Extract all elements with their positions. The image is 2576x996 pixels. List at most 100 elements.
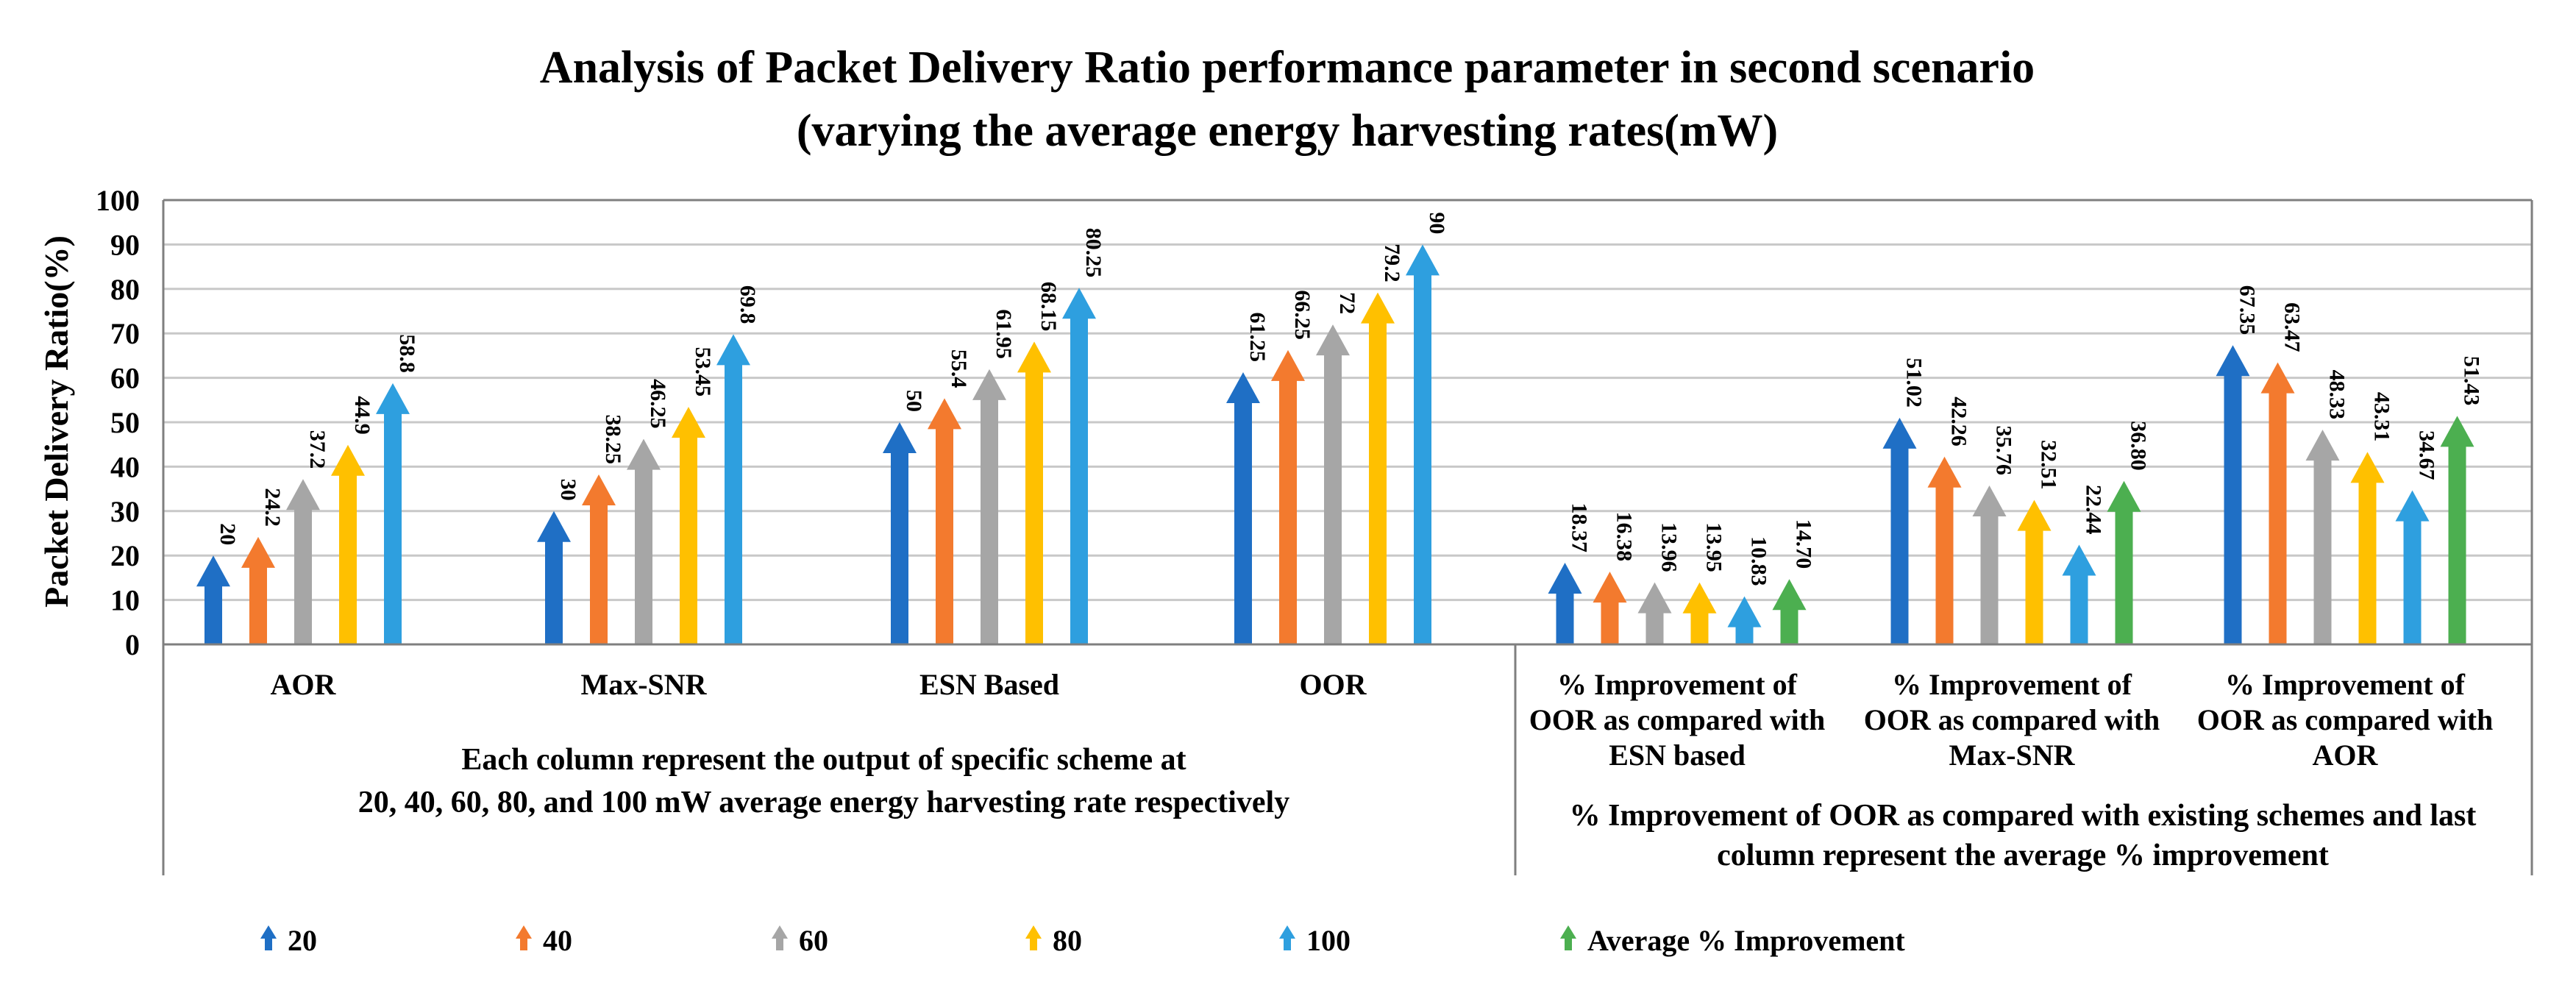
bar-arrow [627,438,661,644]
data-label: 69.8 [736,285,760,324]
bar-arrow [1637,582,1672,644]
data-label: 42.26 [1947,396,1971,447]
bar-arrow [286,479,320,644]
data-label: 36.80 [2127,421,2151,471]
legend-marker [1560,925,1576,950]
chart-title-line-1: Analysis of Packet Delivery Ratio perfor… [540,43,2035,93]
bar-arrow [972,369,1006,644]
data-label: 16.38 [1612,512,1637,562]
y-tick-label: 80 [110,273,140,306]
legend: 20 40 60 80 100 Average % Improvement [260,924,1905,957]
bar-arrow [582,474,616,644]
data-label: 13.96 [1657,522,1682,572]
data-label: 55.4 [947,349,971,388]
data-label: 44.9 [350,396,374,435]
bar-arrow [1017,341,1051,644]
bar-arrow [1682,582,1717,644]
bar-arrow [2260,362,2295,644]
bar-arrow [1226,372,1260,644]
section-note: 20, 40, 60, 80, and 100 mW average energ… [358,786,1289,819]
legend-label: Average % Improvement [1587,924,1905,957]
bar-arrow [672,407,705,644]
bar-arrow [2017,499,2052,644]
y-axis-ticks: 0 10 20 30 40 50 60 70 80 90 100 [96,184,140,661]
bar-arrow [1548,563,1582,644]
data-label: 66.25 [1290,290,1314,340]
data-label: 80.25 [1081,228,1106,278]
category-label: AOR [271,668,337,701]
data-label: 72 [1335,292,1359,314]
bar-arrow [1772,579,1807,644]
bar-arrow [1316,324,1350,644]
y-tick-label: 70 [110,317,140,350]
section-note: column represent the average % improveme… [1717,839,2329,872]
data-label: 51.02 [1902,358,1926,408]
category-label: OOR as compared with [1529,703,1826,736]
data-label: 34.67 [2415,430,2439,480]
data-label: 18.37 [1568,503,1592,553]
bar-arrow [883,422,917,644]
bar-arrow [1927,456,1962,644]
data-label: 37.2 [305,430,330,469]
data-label: 46.25 [646,379,670,429]
data-label: 67.35 [2235,285,2260,335]
legend-label: 80 [1053,924,1082,957]
data-label: 13.95 [1702,522,1726,572]
data-label: 20 [216,523,240,545]
data-label: 32.51 [2037,440,2061,490]
category-label: ESN Based [919,668,1059,701]
category-label: ESN based [1609,739,1746,772]
y-tick-label: 50 [110,406,140,439]
legend-marker [516,925,532,950]
data-label: 79.2 [1380,243,1404,282]
bar-arrow [2107,480,2141,644]
data-label: 53.45 [691,347,715,397]
category-label: % Improvement of [2225,668,2466,701]
section-note: % Improvement of OOR as compared with ex… [1570,799,2477,833]
legend-label: 20 [288,924,317,957]
bar-arrow [1972,485,2007,644]
category-label: Max-SNR [1949,739,2075,772]
bar-arrow [1361,292,1395,644]
data-label: 90 [1425,212,1449,234]
bar-arrow [2440,416,2474,644]
bar-arrow [241,536,275,644]
bar-arrow [1271,349,1305,644]
data-label: 68.15 [1036,282,1061,332]
bar-arrow [2305,430,2340,644]
data-label: 63.47 [2280,302,2305,352]
bar-arrow [2216,345,2250,644]
category-labels: AOR Max-SNR ESN Based OOR % Improvement of OO… [271,668,2494,772]
bar-arrow [1882,417,1917,644]
data-label: 30 [556,479,580,501]
legend-label: 100 [1306,924,1351,957]
data-label: 24.2 [260,488,285,527]
bar-arrow [1727,596,1762,644]
data-label: 58.8 [395,334,419,373]
category-label: AOR [2313,739,2379,772]
data-label: 61.95 [992,309,1016,359]
data-label: 61.25 [1245,313,1270,363]
bar-arrow [928,398,961,644]
bar-arrow [2350,452,2385,644]
data-label: 38.25 [601,414,625,464]
legend-marker [772,925,788,950]
data-label: 48.33 [2325,370,2349,420]
data-label: 43.31 [2370,392,2394,442]
bar-arrow [376,383,410,644]
section-notes: Each column represent the output of spec… [358,743,2477,872]
y-tick-label: 90 [110,228,140,261]
data-label: 50 [902,390,926,412]
category-label: OOR [1299,668,1367,701]
y-tick-label: 20 [110,539,140,572]
y-tick-label: 0 [125,628,140,661]
data-label: 51.43 [2460,356,2484,406]
gridlines [163,199,2532,646]
chart-title-line-2: (varying the average energy harvesting r… [797,106,1778,156]
y-tick-label: 10 [110,584,140,617]
plot-frame [162,199,2533,875]
legend-marker [1025,925,1042,950]
section-note: Each column represent the output of spec… [461,743,1186,777]
bar-arrow [1406,244,1440,644]
